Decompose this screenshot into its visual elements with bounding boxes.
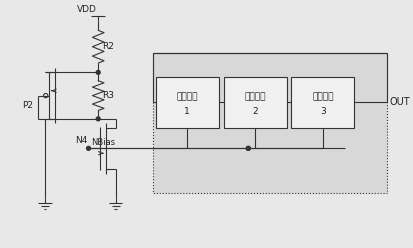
Text: 延迟单元: 延迟单元 [176, 92, 198, 101]
Text: 1: 1 [185, 107, 190, 116]
Circle shape [246, 146, 250, 150]
Text: OUT: OUT [389, 97, 410, 107]
Text: 3: 3 [320, 107, 326, 116]
Text: N4: N4 [75, 136, 88, 145]
FancyBboxPatch shape [291, 77, 354, 127]
FancyBboxPatch shape [223, 77, 287, 127]
FancyBboxPatch shape [156, 77, 219, 127]
Text: P2: P2 [22, 101, 33, 110]
Text: NBias: NBias [91, 138, 116, 147]
Circle shape [246, 146, 250, 150]
Text: R3: R3 [102, 91, 114, 100]
Text: 延迟单元: 延迟单元 [312, 92, 334, 101]
Text: VDD: VDD [77, 5, 97, 14]
Circle shape [96, 117, 100, 121]
Text: 2: 2 [252, 107, 258, 116]
Circle shape [96, 70, 100, 74]
Text: R2: R2 [102, 42, 114, 51]
Text: 延迟单元: 延迟单元 [244, 92, 266, 101]
FancyBboxPatch shape [153, 53, 387, 193]
Circle shape [87, 146, 90, 150]
